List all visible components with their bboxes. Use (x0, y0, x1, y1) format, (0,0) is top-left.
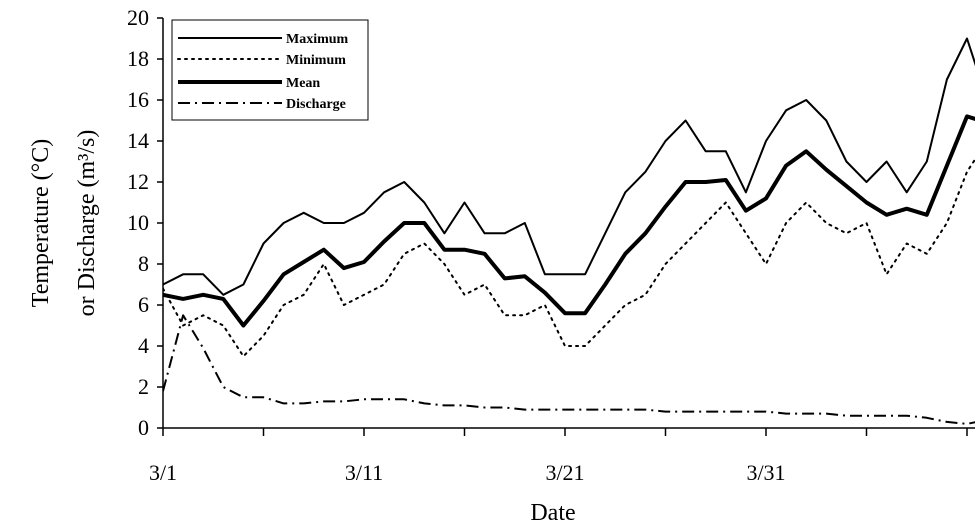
y-tick-label: 8 (138, 251, 149, 276)
legend-label-maximum: Maximum (286, 32, 349, 47)
series-line-minimum (163, 157, 975, 358)
x-axis-title: Date (530, 500, 575, 526)
y-tick-label: 4 (138, 333, 149, 358)
legend-label-minimum: Minimum (286, 53, 346, 68)
legend-entry-mean: Mean (178, 76, 320, 91)
series-line-discharge (163, 314, 975, 425)
y-tick-label: 20 (127, 5, 149, 30)
y-tick-label: 14 (127, 128, 149, 153)
y-tick-label: 18 (127, 46, 149, 71)
series-line-mean (163, 114, 975, 328)
x-ticks: 3/1 3/11 3/21 3/31 (149, 428, 968, 485)
y-axis-title-line2: or Discharge (m³/s) (74, 130, 100, 317)
legend-label-discharge: Discharge (286, 97, 346, 112)
legend: Maximum Minimum Mean Discharge (171, 19, 369, 121)
legend-label-mean: Mean (286, 76, 320, 91)
x-tick-label: 3/1 (149, 460, 177, 485)
x-tick-label: 3/11 (345, 460, 383, 485)
legend-entry-minimum: Minimum (177, 53, 346, 68)
series-line-maximum (163, 37, 975, 296)
y-tick-label: 6 (138, 292, 149, 317)
x-tick-label: 3/21 (545, 460, 584, 485)
y-tick-label: 10 (127, 210, 149, 235)
legend-entry-maximum: Maximum (178, 32, 349, 47)
y-axis-title-line1: Temperature (°C) (28, 139, 54, 308)
legend-entry-discharge: Discharge (178, 97, 346, 112)
y-tick-label: 12 (127, 169, 149, 194)
series-lines (163, 37, 975, 425)
y-tick-label: 2 (138, 374, 149, 399)
y-tick-label: 0 (138, 415, 149, 440)
y-tick-label: 16 (127, 87, 149, 112)
x-tick-label: 3/31 (746, 460, 785, 485)
y-ticks: 0 2 4 6 8 10 12 14 16 18 20 (127, 5, 163, 440)
